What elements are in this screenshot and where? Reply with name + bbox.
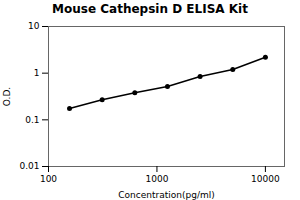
svg-text:100: 100 bbox=[40, 174, 57, 184]
svg-text:O.D.: O.D. bbox=[2, 87, 12, 106]
html-text:Mouse Cathepsin D ELISA Kit: Mouse Cathepsin D ELISA Kit bbox=[52, 2, 248, 16]
svg-text:1000: 1000 bbox=[145, 174, 168, 184]
svg-text:0.01: 0.01 bbox=[19, 161, 39, 171]
svg-text:1: 1 bbox=[34, 68, 40, 78]
svg-text:10: 10 bbox=[28, 21, 40, 31]
svg-text:Concentration(pg/ml): Concentration(pg/ml) bbox=[118, 190, 214, 200]
svg-text:0.1: 0.1 bbox=[25, 115, 39, 125]
svg-text:10000: 10000 bbox=[251, 174, 280, 184]
